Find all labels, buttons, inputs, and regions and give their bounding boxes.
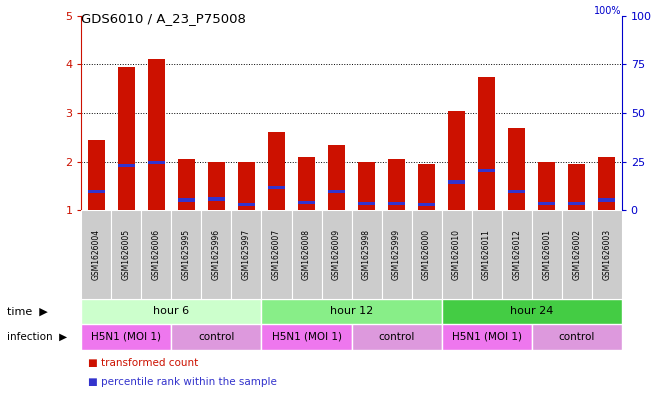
Bar [262,299,441,324]
Bar [388,202,405,205]
Bar [81,324,171,350]
Text: GSM1626002: GSM1626002 [572,229,581,280]
Bar [322,210,352,299]
Bar [381,210,411,299]
Bar [508,190,525,193]
Bar [298,200,315,204]
Bar [568,202,585,206]
Bar [262,210,292,299]
Bar [81,210,111,299]
Bar [171,324,262,350]
Text: GSM1626010: GSM1626010 [452,229,461,280]
Bar [538,202,555,206]
Text: GSM1626006: GSM1626006 [152,229,161,280]
Text: GSM1626003: GSM1626003 [602,229,611,280]
Bar [111,210,141,299]
Bar [358,162,375,210]
Text: time  ▶: time ▶ [7,307,48,316]
Text: H5N1 (MOI 1): H5N1 (MOI 1) [271,332,342,342]
Text: GSM1626005: GSM1626005 [122,229,131,280]
Bar [232,210,262,299]
Text: hour 6: hour 6 [154,307,189,316]
Text: control: control [559,332,595,342]
Bar [419,203,435,206]
Bar [148,161,165,164]
Text: H5N1 (MOI 1): H5N1 (MOI 1) [91,332,161,342]
Text: GSM1625998: GSM1625998 [362,229,371,280]
Text: GSM1626008: GSM1626008 [302,229,311,280]
Bar [441,210,471,299]
Bar [532,210,562,299]
Bar [562,210,592,299]
Bar [419,164,435,210]
Bar [298,157,315,210]
Text: control: control [199,332,234,342]
Bar [262,324,352,350]
Bar [178,159,195,210]
Bar [352,210,381,299]
Bar [88,190,105,193]
Bar [598,157,615,210]
Bar [178,198,195,202]
Text: GSM1625997: GSM1625997 [242,229,251,280]
Bar [81,299,262,324]
Text: GSM1626009: GSM1626009 [332,229,341,280]
Text: GSM1626011: GSM1626011 [482,229,491,280]
Text: hour 12: hour 12 [330,307,373,316]
Bar [568,164,585,210]
Bar [358,202,375,206]
Bar [449,110,465,210]
Text: GSM1626012: GSM1626012 [512,229,521,280]
Bar [208,162,225,210]
Bar [478,77,495,210]
Bar [201,210,232,299]
Bar [148,59,165,210]
Bar [208,197,225,200]
Bar [411,210,441,299]
Text: hour 24: hour 24 [510,307,553,316]
Text: GSM1625995: GSM1625995 [182,229,191,280]
Text: control: control [378,332,415,342]
Bar [449,180,465,184]
Bar [441,324,532,350]
Text: GSM1626001: GSM1626001 [542,229,551,280]
Text: GDS6010 / A_23_P75008: GDS6010 / A_23_P75008 [81,12,246,25]
Bar [441,299,622,324]
Text: GSM1626007: GSM1626007 [272,229,281,280]
Bar [238,162,255,210]
Bar [328,145,345,210]
Text: GSM1626000: GSM1626000 [422,229,431,280]
Bar [238,203,255,206]
Text: GSM1625999: GSM1625999 [392,229,401,280]
Bar [598,198,615,202]
Bar [328,190,345,193]
Bar [88,140,105,210]
Bar [592,210,622,299]
Text: H5N1 (MOI 1): H5N1 (MOI 1) [452,332,521,342]
Bar [538,162,555,210]
Bar [388,159,405,210]
Bar [292,210,322,299]
Bar [478,169,495,172]
Text: ■ percentile rank within the sample: ■ percentile rank within the sample [88,377,277,387]
Bar [118,164,135,167]
Bar [268,132,284,210]
Bar [471,210,502,299]
Bar [508,128,525,210]
Text: 100%: 100% [594,6,622,16]
Bar [118,67,135,210]
Bar [532,324,622,350]
Text: ■ transformed count: ■ transformed count [88,358,198,367]
Text: infection  ▶: infection ▶ [7,332,66,342]
Bar [268,186,284,189]
Bar [502,210,532,299]
Text: GSM1626004: GSM1626004 [92,229,101,280]
Bar [171,210,201,299]
Bar [352,324,441,350]
Text: GSM1625996: GSM1625996 [212,229,221,280]
Bar [141,210,171,299]
